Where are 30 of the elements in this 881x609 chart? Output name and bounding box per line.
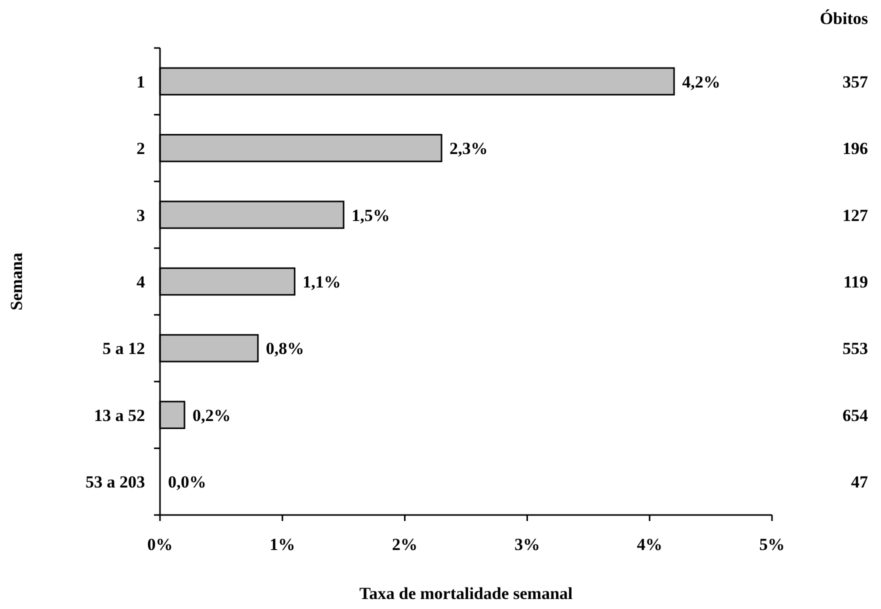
data-label: 0,2% [192, 406, 231, 425]
text: 654 [842, 406, 868, 425]
text: 127 [842, 206, 868, 225]
x-tick-label: 3% [514, 535, 540, 554]
x-tick-label: 1% [270, 535, 296, 554]
x-tick-label: 5% [759, 535, 785, 554]
y-tick-label: 53 a 203 [86, 472, 145, 492]
text: 119 [843, 272, 868, 292]
y-axis-title: Semana [7, 252, 26, 310]
y-tick-label: 2 [136, 139, 145, 158]
x-axis-title: Taxa de mortalidade semanal [359, 584, 573, 603]
y-tick-label: 4 [136, 272, 146, 292]
text: 196 [842, 139, 868, 158]
text: 553 [842, 339, 868, 358]
data-label: 0,8% [266, 339, 304, 358]
data-label: 4,2% [682, 72, 720, 92]
y-tick-label: 5 a 12 [102, 339, 145, 358]
data-label: 0,0% [168, 472, 206, 492]
x-tick-label: 2% [392, 535, 418, 554]
y-tick-label: 13 a 52 [94, 406, 145, 425]
text: Óbitos [820, 9, 868, 28]
y-tick-label: 1 [136, 72, 145, 92]
data-label: 2,3% [450, 139, 488, 158]
x-tick-label: 4% [636, 535, 662, 554]
x-tick-label: 0% [147, 535, 173, 554]
text: 357 [842, 72, 868, 92]
data-label: 1,5% [352, 206, 390, 225]
text: 47 [851, 472, 868, 492]
data-label: 1,1% [302, 272, 341, 292]
y-tick-label: 3 [136, 206, 145, 225]
